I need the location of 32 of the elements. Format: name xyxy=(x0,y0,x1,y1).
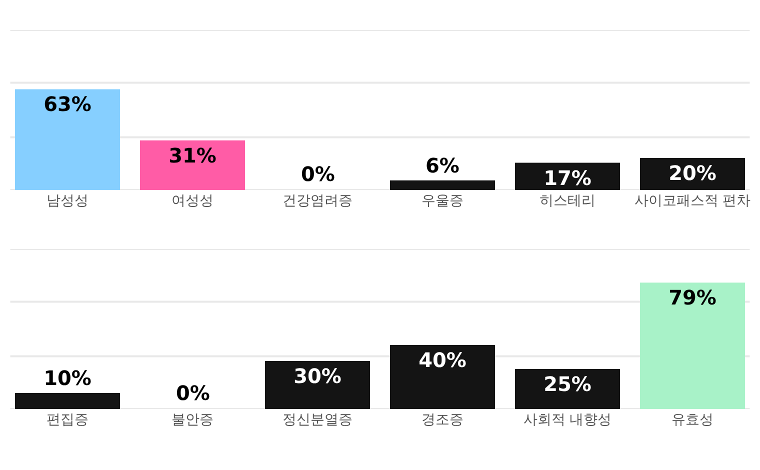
x-tick-label: 히스테리 xyxy=(540,193,596,209)
bar xyxy=(140,140,245,190)
x-tick-label: 여성성 xyxy=(172,193,214,209)
bar xyxy=(15,393,120,409)
data-label: 31% xyxy=(168,143,216,168)
bar xyxy=(390,180,495,190)
data-label: 63% xyxy=(44,92,92,116)
bar xyxy=(265,361,370,409)
data-label: 10% xyxy=(44,366,92,390)
bar xyxy=(390,345,495,409)
x-tick-label: 편집증 xyxy=(46,412,88,428)
data-label: 0% xyxy=(301,162,335,186)
x-tick-label: 사회적 내향성 xyxy=(523,412,612,428)
x-tick-label: 유효성 xyxy=(672,412,714,428)
data-label: 6% xyxy=(426,153,460,178)
bar xyxy=(515,369,620,409)
x-tick-label: 사이코패스적 편차 xyxy=(634,193,751,209)
x-tick-label: 남성성 xyxy=(46,193,88,209)
x-tick-label: 우울증 xyxy=(422,193,464,209)
data-label: 20% xyxy=(668,161,716,185)
bar xyxy=(640,282,745,409)
data-label: 25% xyxy=(544,372,592,396)
x-tick-label: 경조증 xyxy=(422,412,464,428)
data-label: 17% xyxy=(544,166,592,190)
data-label: 0% xyxy=(176,381,210,405)
data-label: 79% xyxy=(668,286,716,310)
x-tick-label: 건강염려증 xyxy=(282,193,352,209)
data-label: 30% xyxy=(294,364,342,388)
x-tick-label: 불안증 xyxy=(172,412,214,428)
bar xyxy=(15,89,120,190)
x-tick-label: 정신분열증 xyxy=(282,412,352,428)
data-label: 40% xyxy=(418,348,466,372)
